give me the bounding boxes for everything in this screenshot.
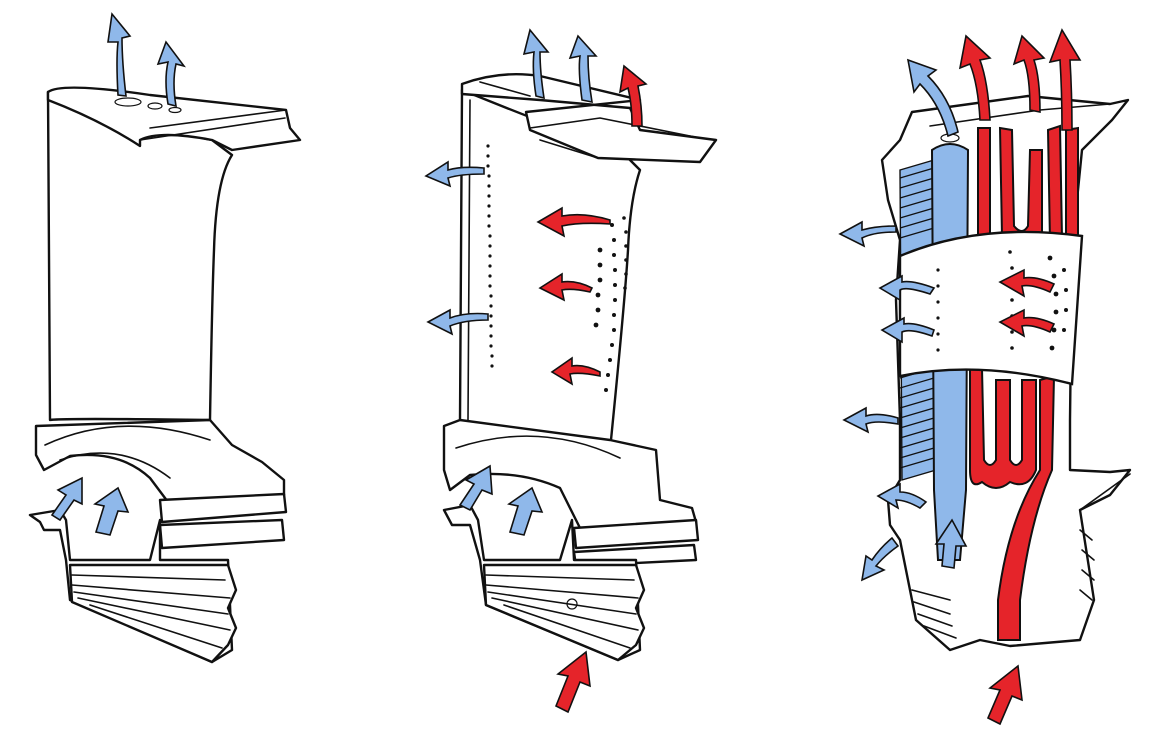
blade-left: [28, 12, 302, 664]
blade-left-outlet-arrows: [107, 12, 186, 108]
red-arrow-icon: [550, 356, 601, 386]
blade-middle-te-holes: [486, 144, 494, 368]
blade-left-firtree: [68, 563, 238, 664]
blade-right-cool-arrows: [838, 58, 968, 582]
blue-arrow-icon: [860, 536, 900, 582]
red-arrow-icon: [998, 308, 1056, 338]
red-arrow-icon: [986, 664, 1023, 726]
blue-arrow-icon: [107, 12, 132, 97]
red-arrow-icon: [538, 272, 594, 302]
blade-left-tip: [46, 86, 302, 152]
blade-middle-side-hot-arrows: [536, 206, 611, 386]
blade-middle-platform: [442, 418, 698, 530]
red-arrow-icon: [536, 206, 611, 238]
blade-left-inlet-arrows: [50, 476, 130, 536]
blue-arrow-icon: [934, 518, 968, 569]
blue-arrow-icon: [842, 406, 899, 434]
red-arrow-icon: [1012, 34, 1046, 113]
blade-left-platform: [34, 418, 286, 504]
blue-arrow-icon: [50, 476, 83, 522]
blue-arrow-icon: [156, 40, 186, 108]
blade-middle-fin-1: [572, 518, 700, 550]
blade-left-fin-2: [158, 518, 286, 550]
blue-arrow-icon: [522, 28, 550, 100]
red-arrow-icon: [618, 64, 648, 127]
blue-arrow-icon: [880, 316, 935, 344]
blade-middle-inlet-arrows: [458, 464, 544, 536]
blue-arrow-icon: [906, 58, 959, 138]
blade-middle-firtree: [482, 563, 646, 662]
blue-arrow-icon: [838, 220, 897, 248]
blade-middle-side-cool-arrows: [424, 160, 489, 336]
blade-left-fin-1: [158, 492, 288, 524]
blue-arrow-icon: [458, 464, 493, 512]
blue-arrow-icon: [426, 308, 489, 336]
blade-right-firtree: [911, 473, 1131, 639]
blue-arrow-icon: [876, 482, 928, 510]
blade-middle-top-cool-arrows: [522, 28, 598, 104]
blue-arrow-icon: [568, 34, 598, 104]
blade-right: [838, 28, 1132, 726]
red-arrow-icon: [1048, 28, 1082, 131]
blue-arrow-icon: [424, 160, 485, 188]
blue-arrow-icon: [93, 486, 130, 536]
blade-right-cut-band: [898, 230, 1084, 386]
blue-arrow-icon: [507, 486, 544, 536]
red-arrow-icon: [998, 268, 1056, 298]
blade-middle-le-holes: [593, 216, 628, 392]
red-arrow-icon: [958, 34, 992, 121]
blade-right-band-holes: [936, 250, 1068, 352]
blade-right-red-channels: [969, 124, 1079, 641]
blade-right-hot-arrows: [958, 28, 1082, 726]
red-arrow-icon: [554, 650, 591, 714]
blade-middle: [424, 28, 718, 714]
blue-arrow-icon: [878, 274, 936, 302]
